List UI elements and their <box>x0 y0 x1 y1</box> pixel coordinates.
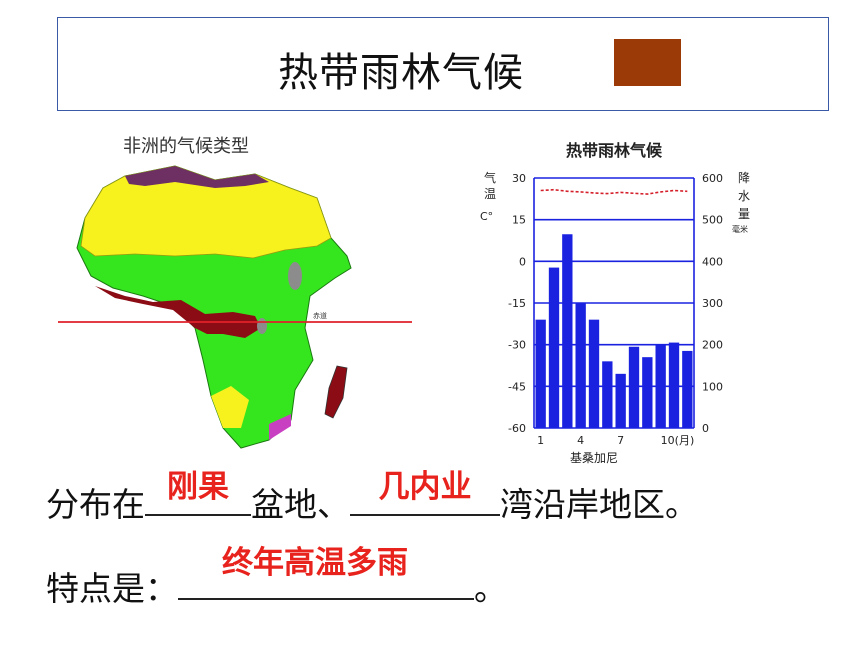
south-desert-region <box>211 386 249 428</box>
precipitation-bar <box>562 234 573 428</box>
precipitation-bar <box>655 344 666 428</box>
africa-map-graphic: 赤道 <box>58 165 412 449</box>
x-tick-label: 4 <box>577 434 584 447</box>
equator-label: 赤道 <box>313 311 327 320</box>
south-mediterranean-region <box>269 414 291 440</box>
left-axis-label-unit: C° <box>480 210 493 223</box>
precipitation-bar <box>575 303 586 428</box>
right-tick-label: 100 <box>702 380 723 393</box>
climate-chart-svg: 热带雨林气候 30 600 15 500 0 400 -15 300 -30 200 -45 100 -6… <box>480 141 750 465</box>
right-tick-label: 400 <box>702 255 723 268</box>
right-axis-label-char: 降 <box>738 171 750 185</box>
precipitation-bar <box>642 357 653 428</box>
lake-region <box>288 262 302 290</box>
page-title: 热带雨林气候 <box>278 50 524 96</box>
precipitation-bar <box>668 342 680 428</box>
climate-chart: 热带雨林气候 30 600 15 500 0 400 -15 300 -30 200 -45 100 -6… <box>470 128 760 473</box>
line2-suffix: 。 <box>474 569 507 608</box>
answer1-text: 刚果 <box>167 469 229 505</box>
precipitation-bar <box>628 346 640 428</box>
left-tick-label: -15 <box>508 297 526 310</box>
mediterranean-region <box>125 166 269 188</box>
africa-climate-map: 非洲的气候类型 赤道 <box>55 128 415 458</box>
answer1-blank: 刚果 <box>145 469 251 516</box>
x-tick-label: 1 <box>537 434 544 447</box>
right-tick-label: 300 <box>702 297 723 310</box>
right-tick-label: 0 <box>702 422 709 435</box>
line2-prefix: 特点是： <box>46 569 178 608</box>
x-axis-label: 基桑加尼 <box>570 451 618 465</box>
precipitation-bar <box>588 319 600 428</box>
right-tick-label: 500 <box>702 214 723 227</box>
left-tick-label: 15 <box>512 214 526 227</box>
precipitation-bar <box>615 373 626 428</box>
left-tick-label: -60 <box>508 422 526 435</box>
madagascar <box>324 365 348 419</box>
left-tick-label: -45 <box>508 380 526 393</box>
distribution-line: 分布在 刚果 盆地、 几内业 湾沿岸地区。 <box>46 469 698 526</box>
desert-region <box>80 165 332 259</box>
right-axis-label-char: 量 <box>738 207 750 221</box>
right-axis-label-char: 水 <box>738 189 750 203</box>
answer3-blank <box>178 562 474 600</box>
left-tick-label: -30 <box>508 339 526 352</box>
temperature-line <box>540 188 688 195</box>
precipitation-bar <box>548 267 560 428</box>
chart-title: 热带雨林气候 <box>566 141 663 160</box>
answer3-text: 终年高温多雨 <box>222 545 408 581</box>
x-tick-label: 7 <box>617 434 624 447</box>
climate-color-swatch <box>614 39 681 86</box>
characteristics-line: 特点是： 。 <box>46 562 507 610</box>
lake-region-small <box>257 318 267 334</box>
left-axis-label-char: 气 <box>484 170 496 185</box>
line1-mid: 盆地、 <box>251 485 350 524</box>
x-tick-label: 10(月) <box>661 434 695 447</box>
precipitation-bar <box>682 350 693 428</box>
left-axis-label-char: 温 <box>484 187 496 201</box>
left-tick-label: 30 <box>512 172 526 185</box>
right-tick-label: 600 <box>702 172 723 185</box>
answer2-text: 几内业 <box>378 469 472 505</box>
right-axis-label-unit: 毫米 <box>732 224 748 234</box>
rainforest-region <box>95 286 261 338</box>
title-box: 热带雨林气候 <box>57 17 829 111</box>
right-tick-label: 200 <box>702 339 723 352</box>
left-tick-label: 0 <box>519 255 526 268</box>
precipitation-bar <box>602 361 613 428</box>
line1-suffix: 湾沿岸地区。 <box>500 485 698 524</box>
line1-prefix: 分布在 <box>46 485 145 524</box>
precipitation-bar <box>535 319 546 428</box>
answer2-blank: 几内业 <box>350 469 500 516</box>
map-title: 非洲的气候类型 <box>123 136 249 157</box>
